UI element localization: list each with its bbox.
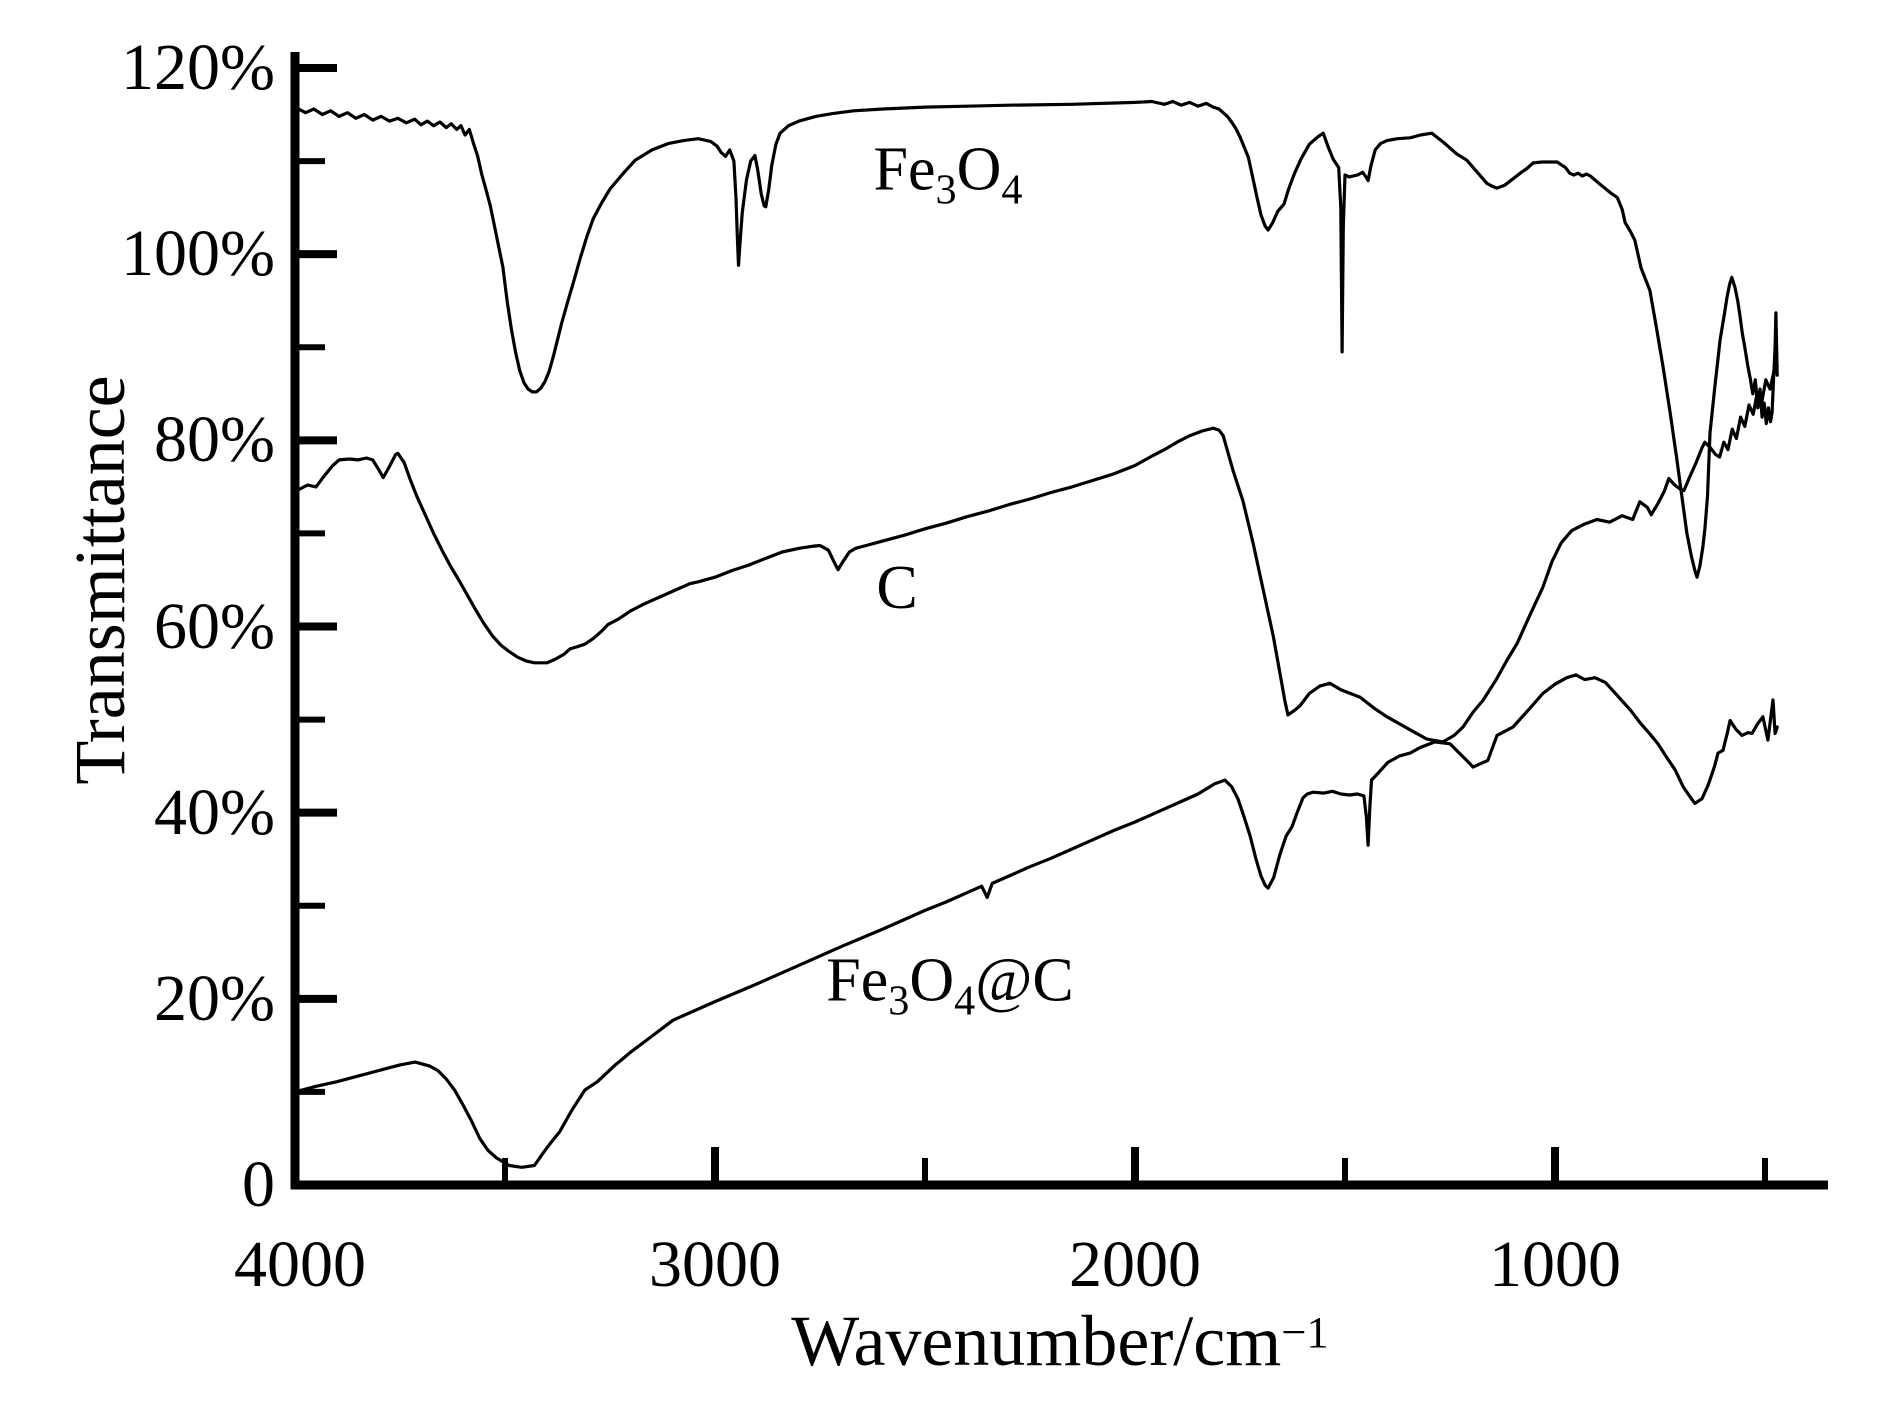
y-tick-label-120: 120% bbox=[121, 31, 275, 104]
y-tick-label-40: 40% bbox=[154, 776, 275, 849]
y-axis-title: Transmittance bbox=[60, 375, 140, 785]
y-tick-label-0: 0 bbox=[242, 1148, 275, 1221]
spectrum-curve-c bbox=[293, 364, 1779, 744]
y-tick-label-80: 80% bbox=[154, 403, 275, 476]
curve-label-fe3o4: Fe3O4 bbox=[873, 135, 1023, 214]
curve-label-fe3o4-at-c: Fe3O4@C bbox=[826, 946, 1074, 1025]
curve-label-c: C bbox=[876, 554, 918, 622]
x-axis-title-exponent: −1 bbox=[1281, 1307, 1329, 1357]
y-tick-label-100: 100% bbox=[121, 217, 275, 290]
spectrum-curve-fe3o4-c bbox=[293, 673, 1779, 1169]
y-tick-label-20: 20% bbox=[154, 962, 275, 1035]
x-axis-title-main: Wavenumber/cm bbox=[791, 1301, 1282, 1381]
y-tick-label-60: 60% bbox=[154, 590, 275, 663]
x-tick-label-1000: 1000 bbox=[1489, 1228, 1621, 1301]
x-tick-label-4000: 4000 bbox=[234, 1228, 366, 1301]
x-tick-label-2000: 2000 bbox=[1069, 1228, 1201, 1301]
x-axis-title: Wavenumber/cm−1 bbox=[791, 1305, 1329, 1377]
x-tick-label-3000: 3000 bbox=[649, 1228, 781, 1301]
spectrum-curve-fe3o4 bbox=[293, 99, 1779, 579]
